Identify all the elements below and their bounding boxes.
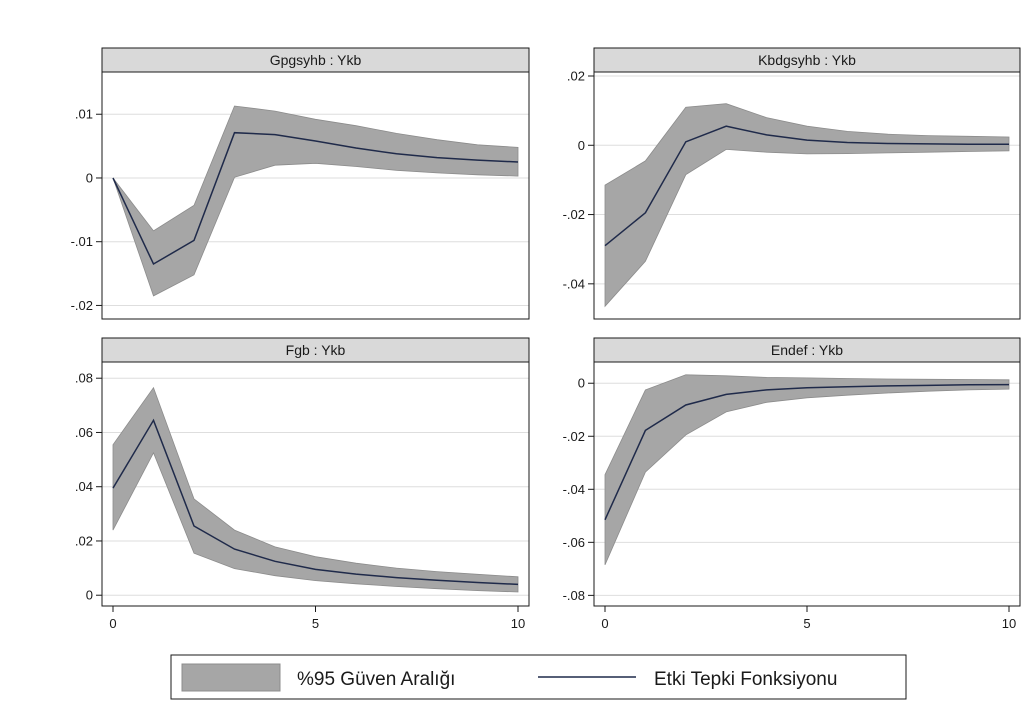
y-tick-label: .04 xyxy=(75,479,93,494)
panel-4: Endef : Ykb -.08 -.06 -.04 -.02 0 0 5 10 xyxy=(563,337,1021,631)
irf-line xyxy=(604,383,1010,521)
y-tick-label: .01 xyxy=(75,107,93,122)
confidence-band xyxy=(112,386,519,593)
x-tick-label: 0 xyxy=(109,616,116,631)
panel-title: Kbdgsyhb : Ykb xyxy=(758,52,856,68)
y-tick-label: -.08 xyxy=(563,588,585,603)
panel-header xyxy=(101,47,530,73)
x-tick-label: 10 xyxy=(1002,616,1016,631)
legend-line-label: Etki Tepki Fonksiyonu xyxy=(654,669,837,690)
panel-header xyxy=(101,337,530,363)
panel-3: Fgb : Ykb 0 .02 .04 .06 .08 0 5 10 xyxy=(75,337,530,631)
y-tick-label: 0 xyxy=(578,138,585,153)
irf-line xyxy=(112,131,519,266)
x-tick-label: 0 xyxy=(601,616,608,631)
panel-title: Gpgsyhb : Ykb xyxy=(270,52,362,68)
y-tick-label: .02 xyxy=(567,69,585,84)
x-tick-label: 10 xyxy=(511,616,525,631)
irf-line xyxy=(604,125,1009,247)
y-tick-label: 0 xyxy=(578,376,585,391)
y-tick-label: 0 xyxy=(86,170,93,185)
x-tick-label: 5 xyxy=(312,616,319,631)
panel-header xyxy=(593,337,1021,363)
panel-1: Gpgsyhb : Ykb -.02 -.01 0 .01 xyxy=(71,47,530,320)
y-tick-label: -.04 xyxy=(563,482,585,497)
irf-line xyxy=(112,418,519,586)
y-tick-label: -.02 xyxy=(563,207,585,222)
panel-header xyxy=(593,47,1021,73)
x-tick-label: 5 xyxy=(803,616,810,631)
y-tick-label: -.04 xyxy=(563,276,585,291)
y-tick-label: -.02 xyxy=(563,429,585,444)
y-tick-label: 0 xyxy=(86,588,93,603)
confidence-band xyxy=(604,103,1010,308)
legend-band-swatch xyxy=(181,663,281,692)
legend-band-label: %95 Güven Aralığı xyxy=(297,669,455,690)
y-tick-label: -.01 xyxy=(71,234,93,249)
y-tick-label: .06 xyxy=(75,425,93,440)
panel-2: Kbdgsyhb : Ykb -.04 -.02 0 .02 xyxy=(563,47,1021,320)
panel-title: Fgb : Ykb xyxy=(286,342,346,358)
panel-title: Endef : Ykb xyxy=(771,342,843,358)
y-tick-label: -.06 xyxy=(563,535,585,550)
y-tick-label: .02 xyxy=(75,533,93,548)
y-tick-label: .08 xyxy=(75,371,93,386)
panels-container: Gpgsyhb : Ykb -.02 -.01 0 .01 Kbdgsyhb : Ykb -… xyxy=(71,47,1021,631)
legend: %95 Güven Aralığı Etki Tepki Fonksiyonu xyxy=(170,654,907,700)
confidence-band xyxy=(604,374,1010,566)
y-tick-label: -.02 xyxy=(71,298,93,313)
